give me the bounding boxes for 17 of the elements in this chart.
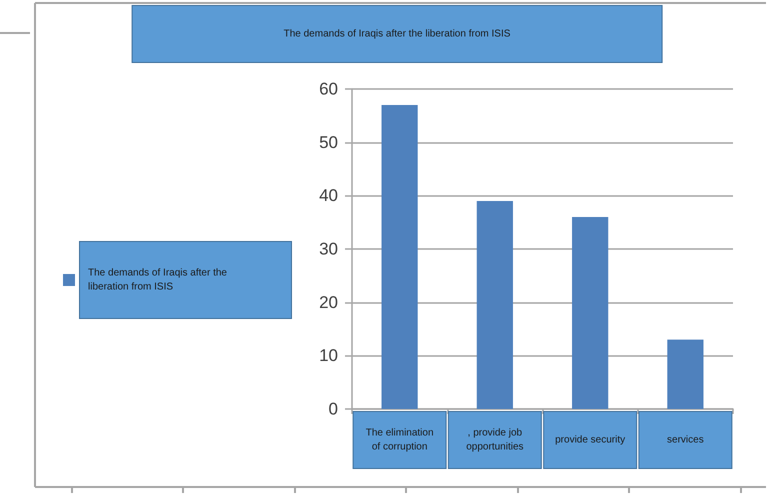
bar — [476, 201, 513, 409]
y-tick-label: 50 — [319, 132, 338, 152]
bar — [382, 105, 418, 409]
y-tick-label: 20 — [319, 292, 338, 312]
y-tick-label: 10 — [319, 346, 338, 366]
y-tick-label: 0 — [328, 400, 338, 418]
y-tick-label: 30 — [319, 240, 338, 258]
bar — [572, 217, 608, 409]
y-tick-label: 60 — [319, 80, 338, 98]
x-tick-label: , provide job opportunities — [466, 428, 524, 452]
chart-title: The demands of Iraqis after the liberation from ISIS — [284, 28, 511, 40]
bar — [667, 340, 704, 409]
x-tick-label: provide security — [555, 434, 626, 446]
legend-label: The demands of Iraqis after the liberation from ISIS — [88, 268, 228, 292]
y-tick-label: 40 — [319, 186, 338, 206]
x-tick-label: services — [667, 434, 704, 446]
x-tick-label: The elimination of corruption — [366, 428, 434, 452]
